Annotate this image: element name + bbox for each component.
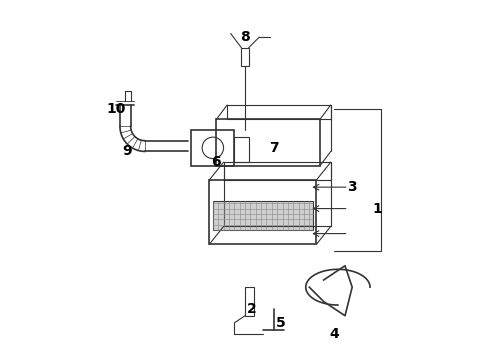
Bar <box>245 287 254 316</box>
Text: 10: 10 <box>107 102 126 116</box>
Text: 3: 3 <box>347 180 357 194</box>
Text: 6: 6 <box>212 155 221 169</box>
Text: 9: 9 <box>122 144 132 158</box>
Bar <box>234 137 248 162</box>
Text: 4: 4 <box>329 327 339 341</box>
Text: 7: 7 <box>269 141 278 155</box>
Text: 8: 8 <box>240 30 250 44</box>
Bar <box>242 48 248 66</box>
Text: 1: 1 <box>372 202 382 216</box>
Polygon shape <box>213 202 313 230</box>
Bar <box>192 130 234 166</box>
Text: 5: 5 <box>276 316 286 330</box>
Text: 2: 2 <box>247 302 257 316</box>
